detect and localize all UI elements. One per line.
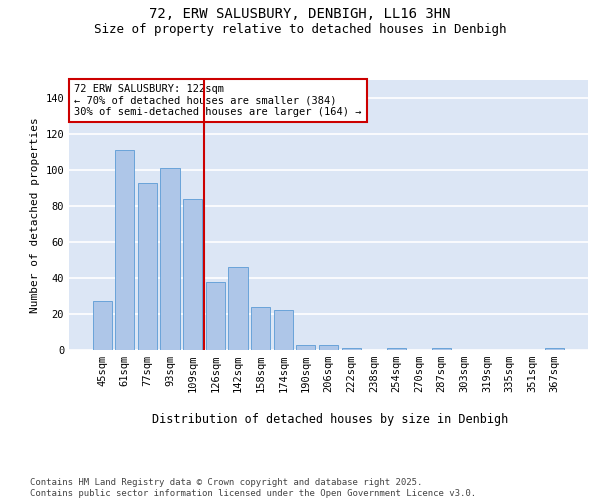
Bar: [274, 310, 293, 350]
Text: 72, ERW SALUSBURY, DENBIGH, LL16 3HN: 72, ERW SALUSBURY, DENBIGH, LL16 3HN: [149, 6, 451, 20]
Text: Size of property relative to detached houses in Denbigh: Size of property relative to detached ho…: [94, 22, 506, 36]
Bar: [251, 307, 270, 350]
Bar: [387, 348, 406, 350]
Bar: [545, 348, 565, 350]
Text: 72 ERW SALUSBURY: 122sqm
← 70% of detached houses are smaller (384)
30% of semi-: 72 ERW SALUSBURY: 122sqm ← 70% of detach…: [74, 84, 362, 117]
Bar: [341, 348, 361, 350]
Bar: [138, 182, 157, 350]
Text: Contains HM Land Registry data © Crown copyright and database right 2025.
Contai: Contains HM Land Registry data © Crown c…: [30, 478, 476, 498]
Bar: [92, 302, 112, 350]
Bar: [115, 150, 134, 350]
Bar: [160, 168, 180, 350]
Bar: [319, 344, 338, 350]
Bar: [432, 348, 451, 350]
Bar: [296, 344, 316, 350]
Y-axis label: Number of detached properties: Number of detached properties: [30, 117, 40, 313]
Bar: [206, 282, 225, 350]
Text: Distribution of detached houses by size in Denbigh: Distribution of detached houses by size …: [152, 412, 508, 426]
Bar: [229, 267, 248, 350]
Bar: [183, 199, 202, 350]
